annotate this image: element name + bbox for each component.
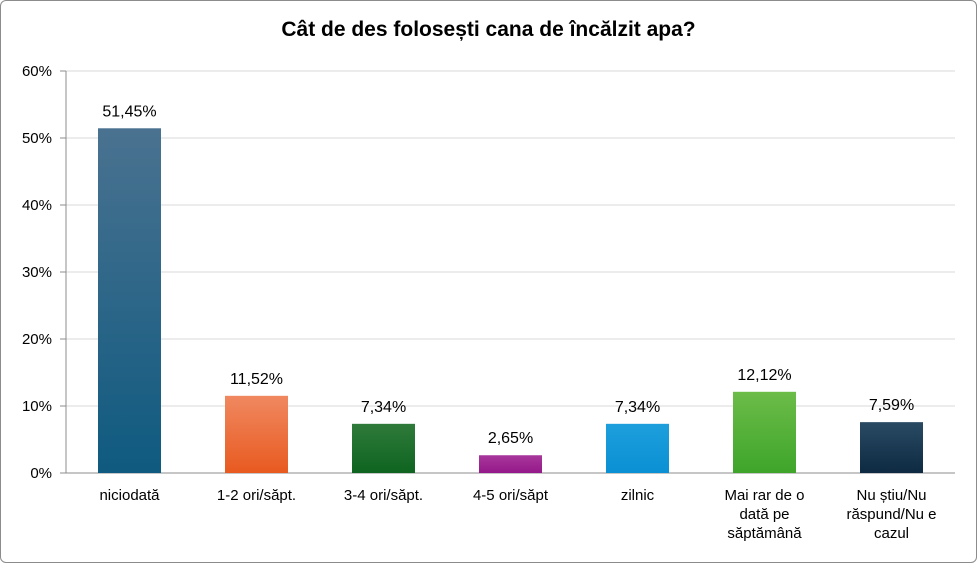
x-category-label: zilnic xyxy=(621,487,655,504)
bar xyxy=(479,455,542,473)
data-label: 12,12% xyxy=(737,367,791,384)
bar xyxy=(98,128,161,473)
x-category-label: 4-5 ori/săpt xyxy=(473,487,549,504)
y-tick-label: 40% xyxy=(22,197,52,214)
x-category-label: Mai rar de o dată pe săptămână xyxy=(724,487,804,542)
y-tick-label: 20% xyxy=(22,331,52,348)
y-tick-label: 60% xyxy=(22,63,52,80)
y-tick-label: 0% xyxy=(30,465,52,482)
data-label: 2,65% xyxy=(488,430,533,447)
y-tick-label: 50% xyxy=(22,130,52,147)
bar xyxy=(606,423,669,473)
x-category-label: Nu știu/Nu răspund/Nu e cazul xyxy=(846,487,936,542)
y-tick-label: 10% xyxy=(22,398,52,415)
data-label: 11,52% xyxy=(230,371,283,388)
bar xyxy=(225,395,288,473)
x-category-label: 1-2 ori/săpt. xyxy=(217,487,296,504)
data-label: 7,59% xyxy=(869,397,914,414)
y-tick-label: 30% xyxy=(22,264,52,281)
bar xyxy=(733,391,796,473)
data-label: 51,45% xyxy=(102,103,156,120)
chart-title: Cât de des folosești cana de încălzit ap… xyxy=(281,18,696,41)
bar xyxy=(860,422,923,473)
bar xyxy=(352,423,415,473)
x-category-label: niciodată xyxy=(99,487,160,504)
data-label: 7,34% xyxy=(615,399,660,416)
data-label: 7,34% xyxy=(361,399,406,416)
x-category-label: 3-4 ori/săpt. xyxy=(344,487,423,504)
